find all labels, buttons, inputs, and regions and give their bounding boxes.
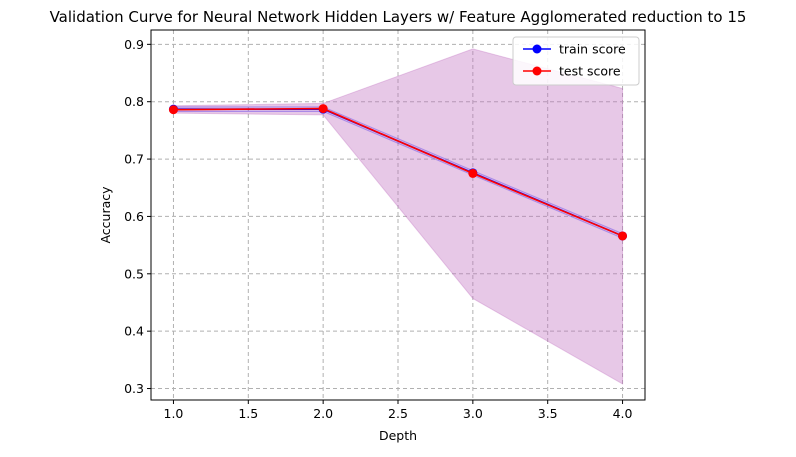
chart-title: Validation Curve for Neural Network Hidd…	[50, 8, 747, 26]
data-point	[168, 105, 178, 115]
data-point	[468, 168, 478, 178]
y-tick-label: 0.5	[124, 266, 144, 281]
axis-ticks: 1.0 1.5 2.0 2.5 3.0 3.5 4.0 0.3 0.4 0.5 0.6 0.7 0.8 0…	[124, 37, 632, 421]
x-tick-label: 2.0	[313, 406, 333, 421]
legend-label: train score	[559, 42, 626, 57]
x-axis-label: Depth	[379, 428, 417, 443]
grid	[151, 30, 645, 400]
y-tick-label: 0.3	[124, 381, 144, 396]
y-tick-label: 0.8	[124, 94, 144, 109]
x-tick-label: 4.0	[613, 406, 633, 421]
legend-marker	[532, 44, 542, 54]
x-tick-label: 2.5	[388, 406, 408, 421]
confidence-band	[172, 48, 624, 385]
x-tick-label: 1.5	[238, 406, 258, 421]
series-lines	[168, 104, 628, 241]
series-line	[173, 107, 623, 237]
legend: train score test score	[512, 36, 640, 86]
x-tick-label: 3.0	[463, 406, 483, 421]
y-tick-label: 0.4	[124, 324, 144, 339]
y-tick-label: 0.7	[124, 152, 144, 167]
x-tick-label: 3.5	[538, 406, 558, 421]
x-tick-label: 1.0	[164, 406, 184, 421]
data-point	[318, 104, 328, 114]
y-axis-label: Accuracy	[98, 186, 113, 244]
y-tick-label: 0.6	[124, 209, 144, 224]
data-point	[618, 231, 628, 241]
y-tick-label: 0.9	[124, 37, 144, 52]
legend-marker	[532, 66, 542, 76]
legend-label: test score	[559, 64, 621, 79]
